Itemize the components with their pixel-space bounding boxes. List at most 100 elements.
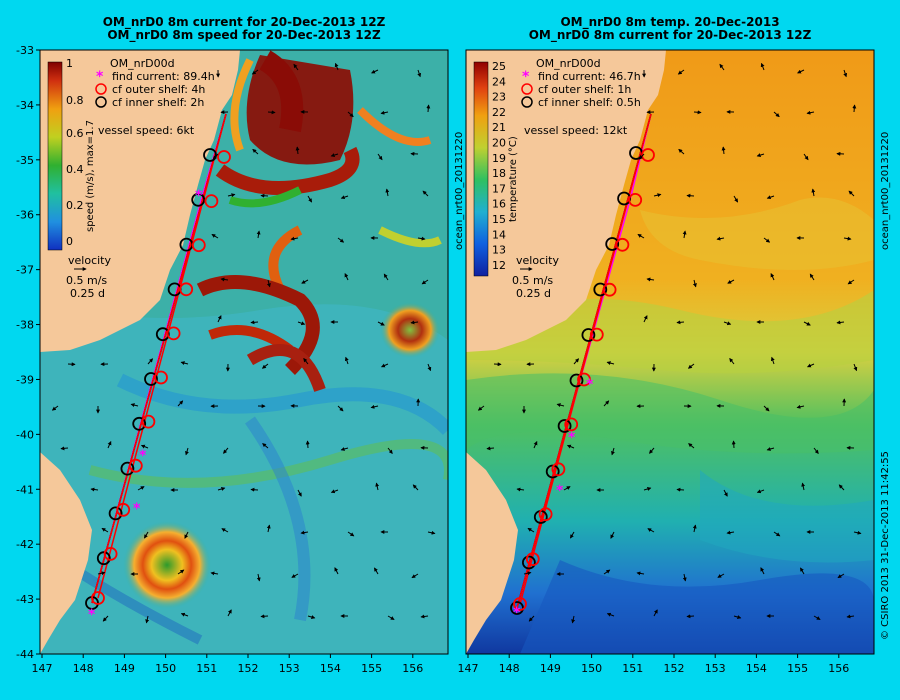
velocity-arrow bbox=[727, 279, 735, 284]
track-marker-circle bbox=[593, 282, 608, 297]
velocity-arrow bbox=[377, 153, 383, 161]
track-marker-circle bbox=[91, 591, 105, 605]
velocity-arrow bbox=[646, 277, 655, 282]
asterisk-icon: * bbox=[556, 483, 564, 499]
right-velocity-time: 0.25 d bbox=[516, 287, 551, 300]
svg-text:cf inner shelf: 2h: cf inner shelf: 2h bbox=[112, 96, 204, 109]
left-panel-title: OM_nrD0 8m current for 20-Dec-2013 12Z O… bbox=[40, 16, 448, 42]
track-marker-circle bbox=[577, 372, 591, 387]
longitude-tick-label: 147 bbox=[458, 662, 479, 675]
velocity-arrow bbox=[606, 361, 615, 366]
speed-tick-0.4: 0.4 bbox=[66, 163, 84, 176]
speed-tick-0.6: 0.6 bbox=[66, 127, 84, 140]
temperature-tick-label: 12 bbox=[492, 259, 506, 272]
svg-text:find current: 46.7h: find current: 46.7h bbox=[538, 70, 641, 83]
velocity-arrow bbox=[686, 614, 695, 619]
right-title-line2: OM_nrD0 8m current for 20-Dec-2013 12Z bbox=[528, 28, 812, 42]
circle-icon bbox=[521, 96, 533, 108]
longitude-tick-label: 155 bbox=[361, 662, 382, 675]
velocity-arrow bbox=[797, 69, 805, 74]
velocity-arrow bbox=[763, 405, 770, 412]
velocity-arrow bbox=[293, 63, 299, 71]
velocity-arrow bbox=[380, 363, 389, 368]
velocity-arrow bbox=[177, 400, 184, 407]
latitude-tick-label: -43 bbox=[16, 593, 34, 606]
longitude-tick-label: 151 bbox=[622, 662, 643, 675]
velocity-arrow bbox=[516, 487, 525, 492]
velocity-arrow bbox=[130, 403, 139, 408]
left-map-frame bbox=[39, 49, 449, 655]
velocity-arrow bbox=[217, 487, 226, 491]
left-side-label: ocean_nrt00_20131220 bbox=[454, 132, 465, 250]
longitude-tick-label: 149 bbox=[114, 662, 135, 675]
track-marker-circle bbox=[191, 238, 206, 253]
left-track-outer bbox=[91, 113, 227, 604]
velocity-arrow bbox=[653, 193, 662, 198]
longitude-tick-label: 152 bbox=[238, 662, 259, 675]
velocity-arrow bbox=[426, 104, 431, 113]
left-tasmania bbox=[40, 452, 92, 654]
velocity-arrow bbox=[610, 531, 615, 539]
velocity-arrow bbox=[721, 146, 726, 155]
velocity-arrow bbox=[853, 363, 858, 372]
temperature-tick-label: 25 bbox=[492, 60, 506, 73]
velocity-arrow bbox=[800, 567, 805, 575]
longitude-tick-label: 156 bbox=[828, 662, 849, 675]
velocity-arrow bbox=[836, 320, 845, 325]
velocity-arrow bbox=[410, 320, 419, 325]
speed-tick-0.2: 0.2 bbox=[66, 199, 84, 212]
velocity-arrow bbox=[809, 273, 815, 281]
temperature-tick-label: 15 bbox=[492, 213, 506, 226]
latitude-tick-label: -37 bbox=[16, 264, 34, 277]
circle-icon bbox=[521, 83, 533, 95]
asterisk-icon: * bbox=[88, 607, 96, 623]
velocity-arrow bbox=[210, 571, 219, 576]
velocity-arrow bbox=[678, 148, 685, 155]
longitude-tick-label: 156 bbox=[402, 662, 423, 675]
velocity-arrow bbox=[97, 571, 106, 576]
velocity-arrow bbox=[330, 489, 339, 494]
track-marker-circle bbox=[513, 597, 527, 611]
left-legend-item-inner: cf inner shelf: 2h bbox=[95, 96, 204, 109]
velocity-arrow bbox=[412, 484, 419, 491]
longitude-tick-label: 151 bbox=[196, 662, 217, 675]
left-velocity-time: 0.25 d bbox=[70, 287, 105, 300]
velocity-arrow bbox=[682, 230, 687, 239]
velocity-arrow bbox=[688, 443, 695, 449]
velocity-arrow bbox=[262, 443, 269, 449]
velocity-arrow bbox=[347, 111, 354, 118]
velocity-arrow bbox=[266, 524, 271, 533]
velocity-arrow bbox=[51, 405, 59, 411]
velocity-arrow bbox=[250, 320, 259, 325]
velocity-arrow bbox=[837, 573, 845, 579]
left-latitude-axis: -33 -34 -35 -36 -37 -38 -39 -40 -41 -42 -43 -44 bbox=[16, 44, 40, 661]
velocity-arrow bbox=[307, 195, 313, 203]
right-map-area bbox=[466, 50, 874, 654]
velocity-arrow bbox=[301, 279, 309, 284]
track-marker-circle bbox=[116, 502, 131, 517]
left-track-markers: * * * * bbox=[85, 148, 231, 623]
velocity-arrow bbox=[676, 320, 685, 325]
temperature-tick-label: 23 bbox=[492, 91, 506, 104]
velocity-arrow bbox=[756, 153, 765, 157]
velocity-arrow bbox=[573, 358, 580, 365]
velocity-arrow bbox=[563, 486, 571, 491]
velocity-arrow bbox=[427, 530, 436, 535]
left-vessel-speed: vessel speed: 6kt bbox=[98, 124, 195, 137]
latitude-tick-label: -35 bbox=[16, 154, 34, 167]
velocity-arrow bbox=[611, 447, 615, 456]
velocity-arrow bbox=[145, 615, 150, 624]
track-marker-circle bbox=[141, 414, 156, 429]
longitude-tick-label: 154 bbox=[320, 662, 341, 675]
circle-icon bbox=[95, 96, 107, 108]
velocity-arrow bbox=[307, 615, 316, 619]
velocity-arrow bbox=[260, 614, 269, 619]
latitude-tick-label: -44 bbox=[16, 648, 34, 661]
temperature-tick-label: 21 bbox=[492, 121, 506, 134]
track-marker-circle bbox=[605, 237, 620, 251]
longitude-tick-label: 148 bbox=[499, 662, 520, 675]
velocity-arrow bbox=[223, 447, 229, 454]
latitude-tick-label: -41 bbox=[16, 483, 34, 496]
temperature-tick-label: 14 bbox=[492, 228, 506, 241]
